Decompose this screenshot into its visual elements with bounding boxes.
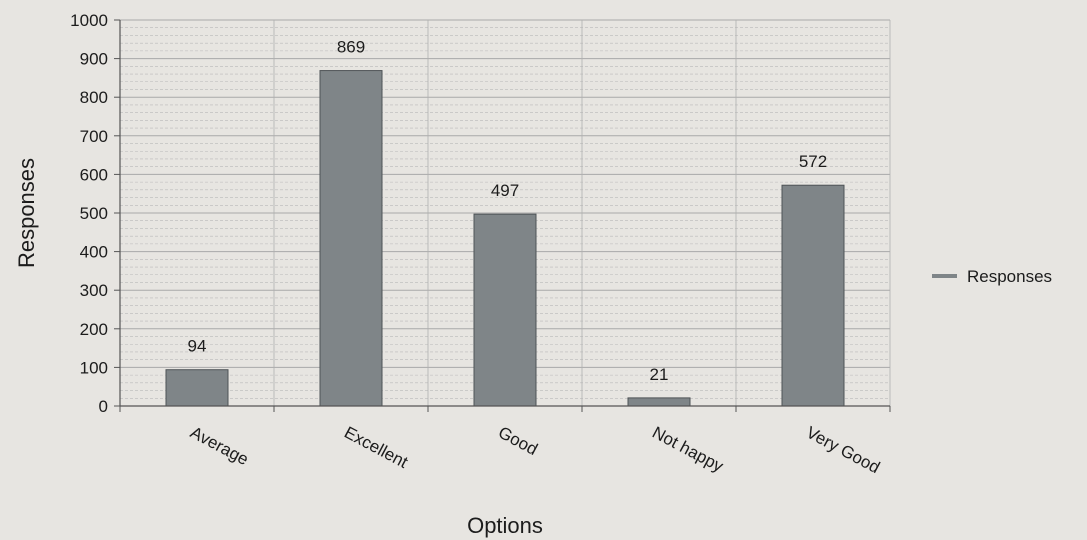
legend: Responses <box>932 267 1052 286</box>
y-tick-label: 400 <box>80 243 108 262</box>
x-tick-label: Average <box>187 423 252 469</box>
x-tick-labels: Average Excellent Good Not happy Very Good <box>119 406 891 477</box>
y-tick-label: 900 <box>80 50 108 69</box>
data-label: 572 <box>799 152 827 171</box>
x-tick-label: Not happy <box>649 423 727 476</box>
bar-average <box>165 369 229 407</box>
data-label: 869 <box>337 38 365 57</box>
y-tick-labels: 0 100 200 300 400 500 600 700 800 900 1000 <box>70 11 120 416</box>
y-axis-title: Responses <box>14 158 39 268</box>
bar-very-good <box>781 184 845 407</box>
x-tick-label: Good <box>495 423 541 459</box>
plot-area: 0 100 200 300 400 500 600 700 800 900 1000 Average… <box>70 11 891 477</box>
y-tick-label: 600 <box>80 165 108 184</box>
bar-not-happy <box>627 397 691 407</box>
y-tick-label: 0 <box>99 397 108 416</box>
x-axis-title: Options <box>467 513 543 538</box>
legend-label: Responses <box>967 267 1052 286</box>
x-tick-label: Excellent <box>341 423 411 472</box>
y-tick-label: 800 <box>80 88 108 107</box>
y-tick-label: 700 <box>80 127 108 146</box>
data-label: 497 <box>491 181 519 200</box>
y-tick-label: 500 <box>80 204 108 223</box>
y-tick-label: 200 <box>80 320 108 339</box>
y-tick-label: 1000 <box>70 11 108 30</box>
y-tick-label: 300 <box>80 281 108 300</box>
bars <box>165 70 845 407</box>
bar-excellent <box>319 70 383 407</box>
x-tick-label: Very Good <box>803 423 883 477</box>
bar-good <box>473 213 537 407</box>
data-label: 94 <box>188 337 207 356</box>
data-labels: 94 869 497 21 572 <box>188 38 828 384</box>
y-tick-label: 100 <box>80 358 108 377</box>
data-label: 21 <box>650 365 669 384</box>
